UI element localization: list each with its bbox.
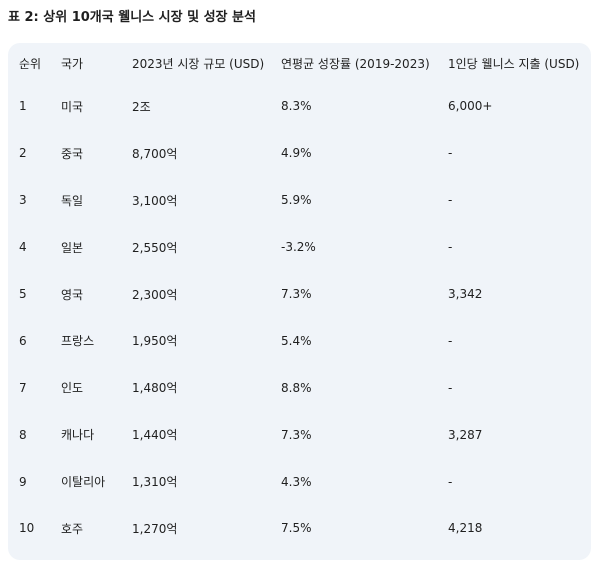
cell-market-size: 1,950억 xyxy=(132,334,178,349)
cell-country: 호주 xyxy=(61,521,84,536)
cell-rank: 8 xyxy=(19,427,27,442)
cell-market-size: 1,310억 xyxy=(132,475,178,490)
table-row: 8 캐나다 1,440억 7.3% 3,287 xyxy=(8,411,591,458)
table-row: 6 프랑스 1,950억 5.4% - xyxy=(8,317,591,364)
cell-rank: 10 xyxy=(19,521,35,536)
cell-market-size: 2조 xyxy=(132,99,151,114)
cell-growth-rate: 7.3% xyxy=(281,427,312,442)
cell-market-size: 1,270억 xyxy=(132,521,178,536)
table-row: 4 일본 2,550억 -3.2% - xyxy=(8,224,591,271)
table-row: 10 호주 1,270억 7.5% 4,218 xyxy=(8,505,591,552)
table-row: 3 독일 3,100억 5.9% - xyxy=(8,177,591,224)
cell-rank: 5 xyxy=(19,287,27,301)
table-row: 7 인도 1,480억 8.8% - xyxy=(8,364,591,411)
header-per-capita-spend: 1인당 웰니스 지출 (USD) xyxy=(448,56,580,71)
header-rank: 순위 xyxy=(19,56,42,71)
cell-country: 영국 xyxy=(61,287,84,302)
cell-rank: 4 xyxy=(19,240,27,255)
cell-rank: 1 xyxy=(19,99,27,114)
cell-per-capita-spend: 4,218 xyxy=(448,521,483,536)
cell-growth-rate: -3.2% xyxy=(281,240,316,255)
cell-per-capita-spend: - xyxy=(448,474,453,489)
wellness-market-table-container: 순위 국가 2023년 시장 규모 (USD) 연평균 성장률 (2019-20… xyxy=(8,43,591,560)
cell-rank: 9 xyxy=(19,474,27,489)
table-row: 9 이탈리아 1,310억 4.3% - xyxy=(8,458,591,505)
cell-country: 이탈리아 xyxy=(61,475,106,490)
cell-market-size: 8,700억 xyxy=(132,146,178,161)
cell-market-size: 1,440억 xyxy=(132,428,178,443)
cell-growth-rate: 4.9% xyxy=(281,146,312,161)
cell-country: 인도 xyxy=(61,381,84,396)
cell-country: 일본 xyxy=(61,240,84,255)
cell-growth-rate: 4.3% xyxy=(281,474,312,489)
cell-rank: 2 xyxy=(19,146,27,161)
cell-per-capita-spend: - xyxy=(448,193,453,208)
wellness-market-table: 순위 국가 2023년 시장 규모 (USD) 연평균 성장률 (2019-20… xyxy=(8,43,591,552)
cell-market-size: 1,480억 xyxy=(132,381,178,396)
cell-per-capita-spend: - xyxy=(448,333,453,348)
cell-rank: 6 xyxy=(19,333,27,348)
cell-market-size: 2,300억 xyxy=(132,287,178,302)
header-market-size: 2023년 시장 규모 (USD) xyxy=(132,56,265,71)
cell-market-size: 3,100억 xyxy=(132,193,178,208)
table-caption: 표 2: 상위 10개국 웰니스 시장 및 성장 분석 xyxy=(8,10,256,25)
cell-market-size: 2,550억 xyxy=(132,240,178,255)
cell-rank: 3 xyxy=(19,193,27,208)
cell-growth-rate: 5.9% xyxy=(281,193,312,208)
cell-per-capita-spend: - xyxy=(448,380,453,395)
header-country: 국가 xyxy=(61,56,84,71)
cell-per-capita-spend: - xyxy=(448,146,453,161)
cell-growth-rate: 7.3% xyxy=(281,287,312,301)
table-row: 5 영국 2,300억 7.3% 3,342 xyxy=(8,271,591,318)
cell-country: 미국 xyxy=(61,99,84,114)
cell-growth-rate: 8.8% xyxy=(281,380,312,395)
cell-rank: 7 xyxy=(19,380,27,395)
table-body: 1 미국 2조 8.3% 6,000+ 2 중국 8,700억 4.9% - 3 독일 3,100억 5.… xyxy=(8,83,591,552)
cell-per-capita-spend: 3,287 xyxy=(448,427,483,442)
cell-per-capita-spend: 3,342 xyxy=(448,287,483,301)
cell-country: 프랑스 xyxy=(61,334,95,349)
cell-per-capita-spend: - xyxy=(448,240,453,255)
cell-country: 캐나다 xyxy=(61,428,95,443)
table-row: 2 중국 8,700억 4.9% - xyxy=(8,130,591,177)
cell-growth-rate: 8.3% xyxy=(281,99,312,114)
cell-growth-rate: 5.4% xyxy=(281,333,312,348)
cell-per-capita-spend: 6,000+ xyxy=(448,99,493,114)
cell-growth-rate: 7.5% xyxy=(281,521,312,536)
cell-country: 독일 xyxy=(61,193,84,208)
header-growth-rate: 연평균 성장률 (2019-2023) xyxy=(281,56,430,71)
table-header-row: 순위 국가 2023년 시장 규모 (USD) 연평균 성장률 (2019-20… xyxy=(8,43,591,83)
table-row: 1 미국 2조 8.3% 6,000+ xyxy=(8,83,591,130)
cell-country: 중국 xyxy=(61,146,84,161)
